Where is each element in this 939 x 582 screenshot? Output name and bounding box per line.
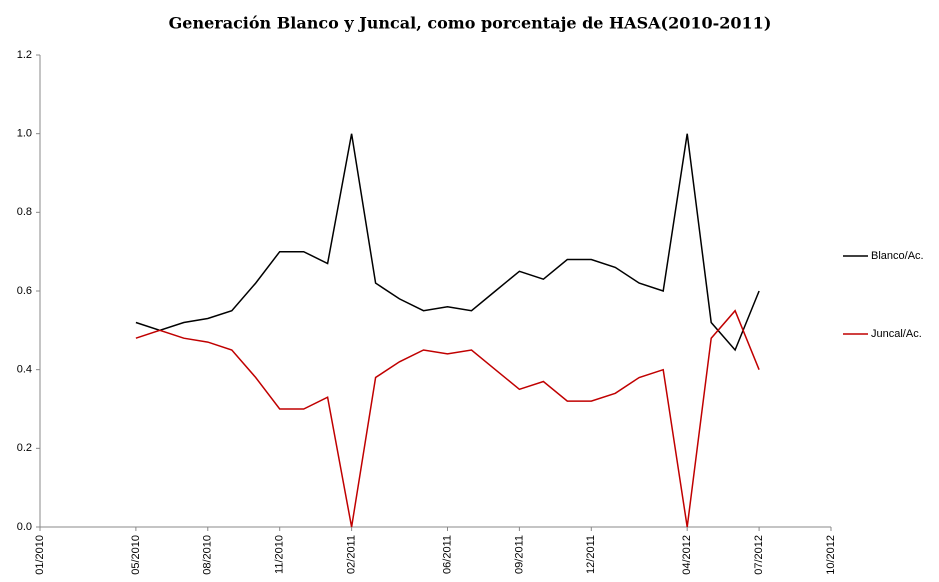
x-tick-label: 10/2012 — [825, 535, 837, 575]
y-tick-label: 0.8 — [17, 206, 32, 218]
x-tick-label: 11/2010 — [274, 535, 286, 574]
legend-label: Juncal/Ac. — [871, 328, 922, 340]
x-tick-label: 05/2010 — [130, 535, 142, 575]
y-tick-label: 0.6 — [17, 285, 32, 297]
series-line — [135, 309, 760, 528]
x-tick-label: 06/2011 — [441, 535, 453, 574]
legend-label: Blanco/Ac. — [871, 250, 924, 262]
y-tick-label: 0.0 — [17, 521, 32, 533]
x-tick-label: 08/2010 — [202, 535, 214, 575]
x-tick-label: 12/2011 — [585, 535, 597, 574]
y-tick-label: 1.0 — [17, 128, 32, 140]
chart-title: Generación Blanco y Juncal, como porcent… — [169, 14, 772, 33]
x-tick-label: 04/2012 — [681, 535, 693, 575]
series-line — [135, 133, 760, 352]
y-tick-label: 0.2 — [17, 442, 32, 454]
x-tick-label: 07/2012 — [753, 535, 765, 575]
x-tick-label: 02/2011 — [346, 535, 358, 574]
x-tick-label: 01/2010 — [34, 535, 46, 575]
y-tick-label: 0.4 — [17, 364, 32, 376]
y-tick-label: 1.2 — [17, 49, 32, 61]
x-tick-label: 09/2011 — [513, 535, 525, 574]
